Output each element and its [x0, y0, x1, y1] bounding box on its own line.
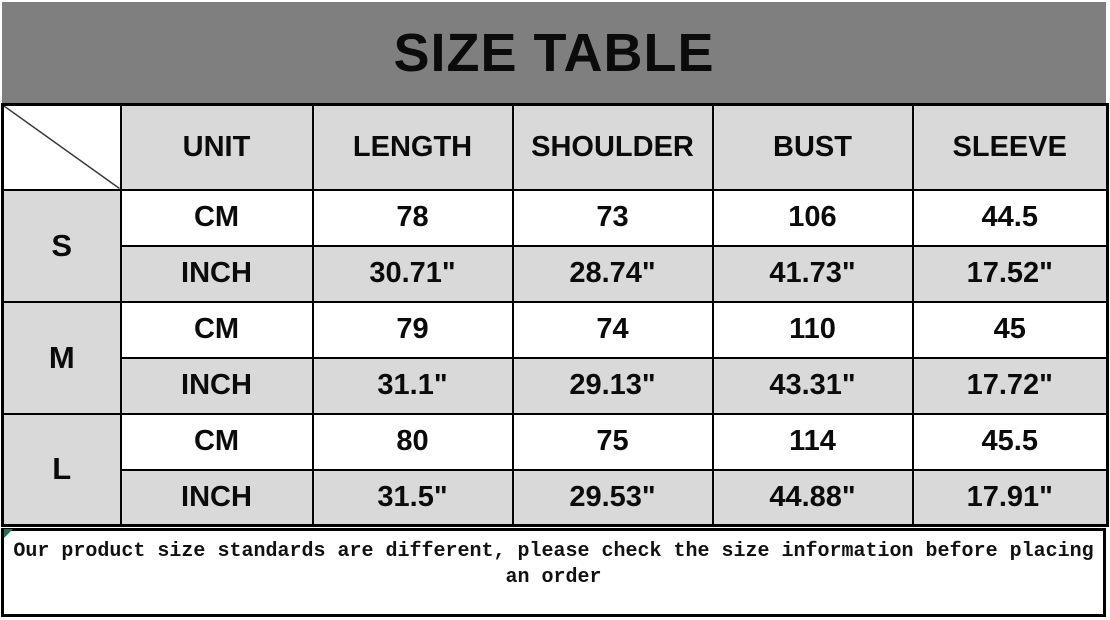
value-cell-s-inch-bust: 41.73" [711, 244, 914, 303]
value-cell-m-cm-sleeve: 45 [911, 300, 1109, 359]
value-cell-l-cm-sleeve: 45.5 [911, 412, 1109, 471]
table-row-s-inch: INCH 30.71" 28.74" 41.73" 17.52" [3, 244, 1109, 303]
unit-cell-inch: INCH [119, 468, 314, 527]
unit-cell-cm: CM [119, 412, 314, 471]
value-cell-l-cm-bust: 114 [711, 412, 914, 471]
size-label-s: S [1, 188, 122, 303]
value-cell-l-inch-shoulder: 29.53" [511, 468, 714, 527]
table-row-m-inch: INCH 31.1" 29.13" 43.31" 17.72" [3, 356, 1109, 415]
value-cell-m-cm-length: 79 [311, 300, 514, 359]
footer-note: Our product size standards are different… [1, 528, 1106, 617]
size-label-l: L [1, 412, 122, 527]
value-cell-l-cm-length: 80 [311, 412, 514, 471]
value-cell-l-cm-shoulder: 75 [511, 412, 714, 471]
unit-cell-inch: INCH [119, 244, 314, 303]
value-cell-m-inch-shoulder: 29.13" [511, 356, 714, 415]
size-table: UNIT LENGTH SHOULDER BUST SLEEVE S CM 78… [1, 103, 1109, 527]
unit-cell-inch: INCH [119, 356, 314, 415]
column-header-bust: BUST [711, 103, 914, 191]
page-title: SIZE TABLE [393, 22, 715, 83]
value-cell-m-inch-bust: 43.31" [711, 356, 914, 415]
value-cell-m-inch-length: 31.1" [311, 356, 514, 415]
value-cell-s-cm-sleeve: 44.5 [911, 188, 1109, 247]
table-row-m-cm: M CM 79 74 110 45 [1, 300, 1109, 415]
table-row-l-cm: L CM 80 75 114 45.5 [1, 412, 1109, 527]
value-cell-m-cm-bust: 110 [711, 300, 914, 359]
green-corner-marker-icon [4, 529, 13, 538]
diagonal-line [4, 106, 120, 189]
diagonal-header-cell [1, 103, 122, 191]
value-cell-s-cm-bust: 106 [711, 188, 914, 247]
column-header-sleeve: SLEEVE [911, 103, 1109, 191]
table-row-l-inch: INCH 31.5" 29.53" 44.88" 17.91" [3, 468, 1109, 527]
value-cell-s-inch-length: 30.71" [311, 244, 514, 303]
size-table-banner: SIZE TABLE [2, 2, 1106, 103]
value-cell-m-cm-shoulder: 74 [511, 300, 714, 359]
header-row: UNIT LENGTH SHOULDER BUST SLEEVE [1, 103, 1109, 191]
value-cell-l-inch-sleeve: 17.91" [911, 468, 1109, 527]
value-cell-s-inch-sleeve: 17.52" [911, 244, 1109, 303]
column-header-length: LENGTH [311, 103, 514, 191]
value-cell-l-inch-bust: 44.88" [711, 468, 914, 527]
unit-cell-cm: CM [119, 300, 314, 359]
column-header-unit: UNIT [119, 103, 314, 191]
table-row-s-cm: S CM 78 73 106 44.5 [1, 188, 1109, 303]
value-cell-l-inch-length: 31.5" [311, 468, 514, 527]
size-label-m: M [1, 300, 122, 415]
value-cell-m-inch-sleeve: 17.72" [911, 356, 1109, 415]
value-cell-s-cm-shoulder: 73 [511, 188, 714, 247]
unit-cell-cm: CM [119, 188, 314, 247]
value-cell-s-inch-shoulder: 28.74" [511, 244, 714, 303]
value-cell-s-cm-length: 78 [311, 188, 514, 247]
column-header-shoulder: SHOULDER [511, 103, 714, 191]
